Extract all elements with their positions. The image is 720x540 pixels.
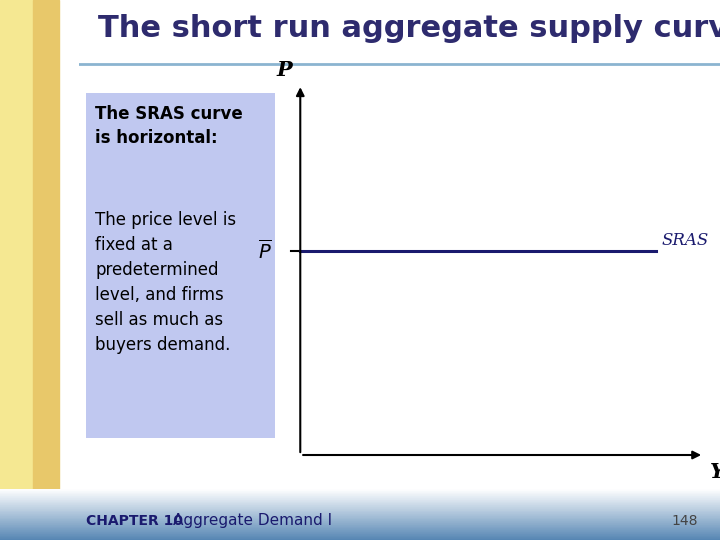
Bar [0,499,720,500]
Bar [0,496,720,497]
Bar [0,534,720,535]
Bar [0,490,720,491]
Bar [0,528,720,529]
Bar [0,533,720,534]
Bar [0,513,720,514]
Bar [0,529,720,530]
Bar [0,512,720,513]
Bar [0,536,720,537]
Bar [0,495,720,496]
Bar [0,530,720,531]
Text: The price level is
fixed at a
predetermined
level, and firms
sell as much as
buy: The price level is fixed at a predetermi… [95,211,236,354]
Text: Aggregate Demand I: Aggregate Demand I [173,513,332,528]
Bar [0,520,720,521]
Bar [0,532,720,533]
Bar [0,539,720,540]
Bar [0,503,720,504]
Bar [0,523,720,524]
Bar [33,0,59,540]
Bar [0,509,720,510]
Text: SRAS: SRAS [662,232,709,249]
Bar [0,527,720,528]
Text: $\overline{P}$: $\overline{P}$ [258,239,272,263]
Bar [0,521,720,522]
Bar [0,531,720,532]
FancyBboxPatch shape [86,93,274,438]
Bar [0,508,720,509]
Bar [0,516,720,517]
Bar [0,489,720,490]
Bar [0,522,720,523]
Bar [0,515,720,516]
Bar [0,535,720,536]
Bar [0,506,720,507]
Bar [0,493,720,494]
Bar [0,494,720,495]
Bar [0,497,720,498]
Bar [0,504,720,505]
Bar [0,0,33,540]
Bar [0,507,720,508]
Bar [0,501,720,502]
Bar [0,511,720,512]
Bar [0,525,720,526]
Bar [0,538,720,539]
Bar [0,524,720,525]
Bar [0,491,720,492]
Bar [0,510,720,511]
Bar [0,514,720,515]
Bar [0,517,720,518]
Text: 148: 148 [672,514,698,528]
Text: The SRAS curve
is horizontal:: The SRAS curve is horizontal: [95,105,243,147]
Text: P: P [276,60,292,80]
Text: CHAPTER 10: CHAPTER 10 [86,514,184,528]
Bar [0,505,720,506]
Bar [0,500,720,501]
Bar [0,537,720,538]
Bar [0,526,720,527]
Text: The short run aggregate supply curve: The short run aggregate supply curve [99,14,720,43]
Bar [0,519,720,520]
Bar [0,518,720,519]
Bar [0,492,720,493]
Bar [0,498,720,499]
Text: Y: Y [711,462,720,482]
Bar [0,502,720,503]
